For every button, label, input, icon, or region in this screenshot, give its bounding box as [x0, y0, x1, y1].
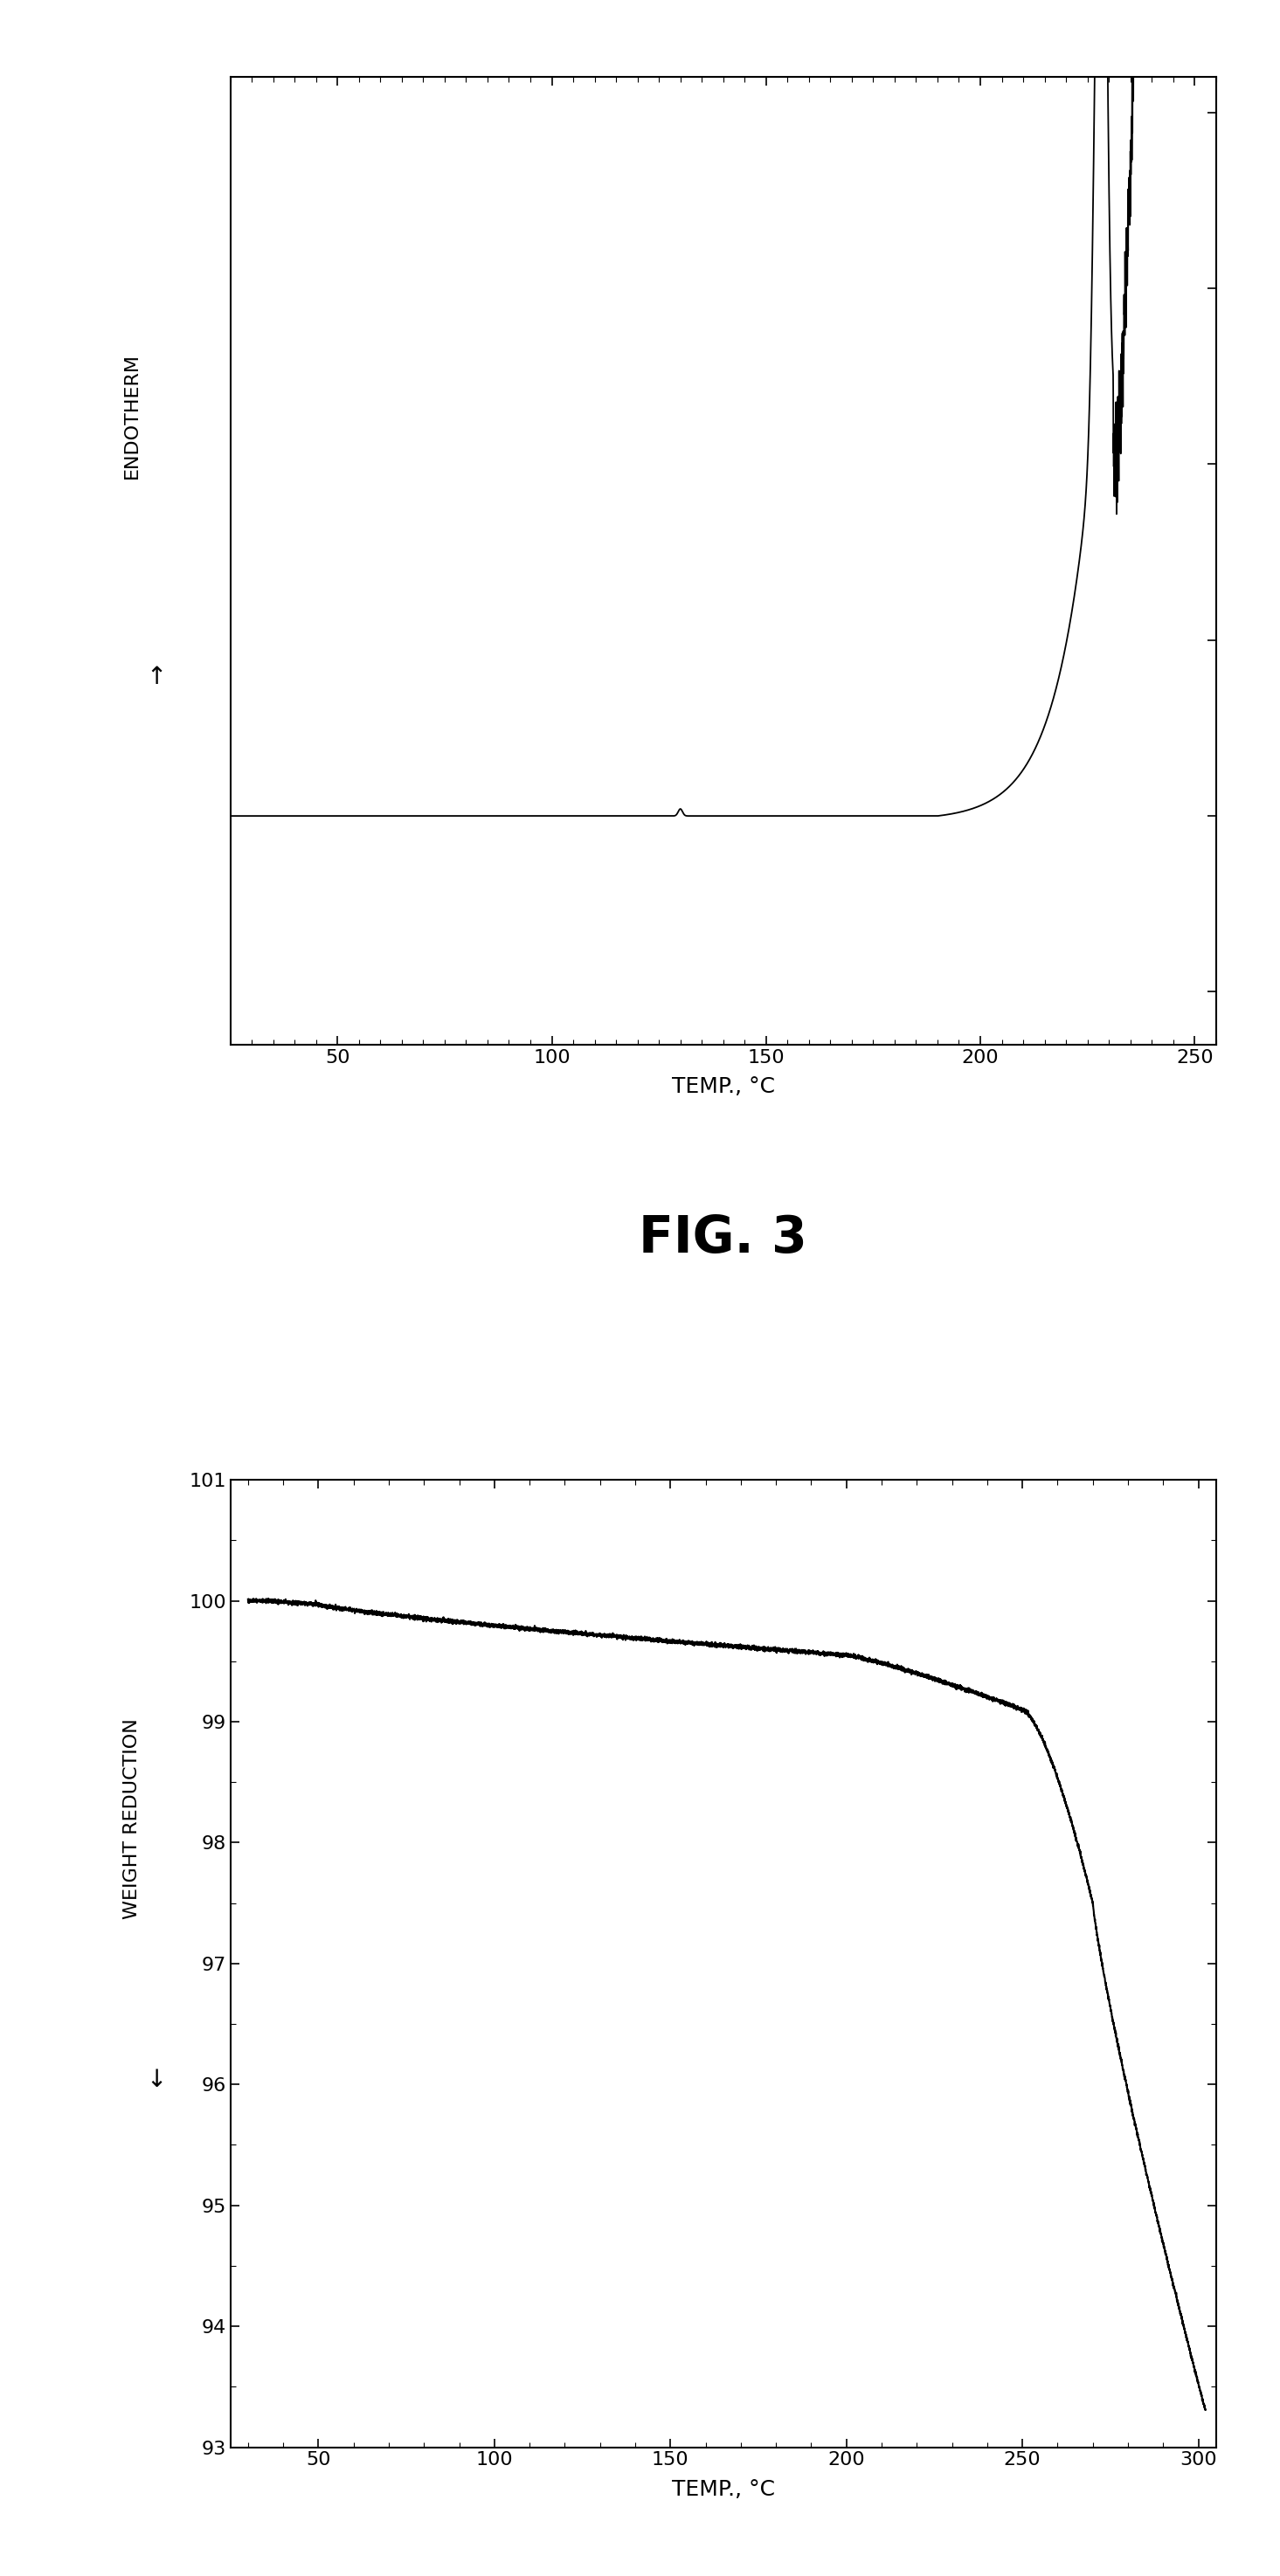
Text: ↑: ↑ — [146, 665, 166, 690]
Text: FIG. 3: FIG. 3 — [639, 1213, 808, 1262]
X-axis label: TEMP., °C: TEMP., °C — [672, 2478, 774, 2499]
Text: ↓: ↓ — [146, 2069, 166, 2092]
Text: ENDOTHERM: ENDOTHERM — [123, 353, 141, 479]
X-axis label: TEMP., °C: TEMP., °C — [672, 1077, 774, 1097]
Text: WEIGHT REDUCTION: WEIGHT REDUCTION — [123, 1718, 141, 1919]
